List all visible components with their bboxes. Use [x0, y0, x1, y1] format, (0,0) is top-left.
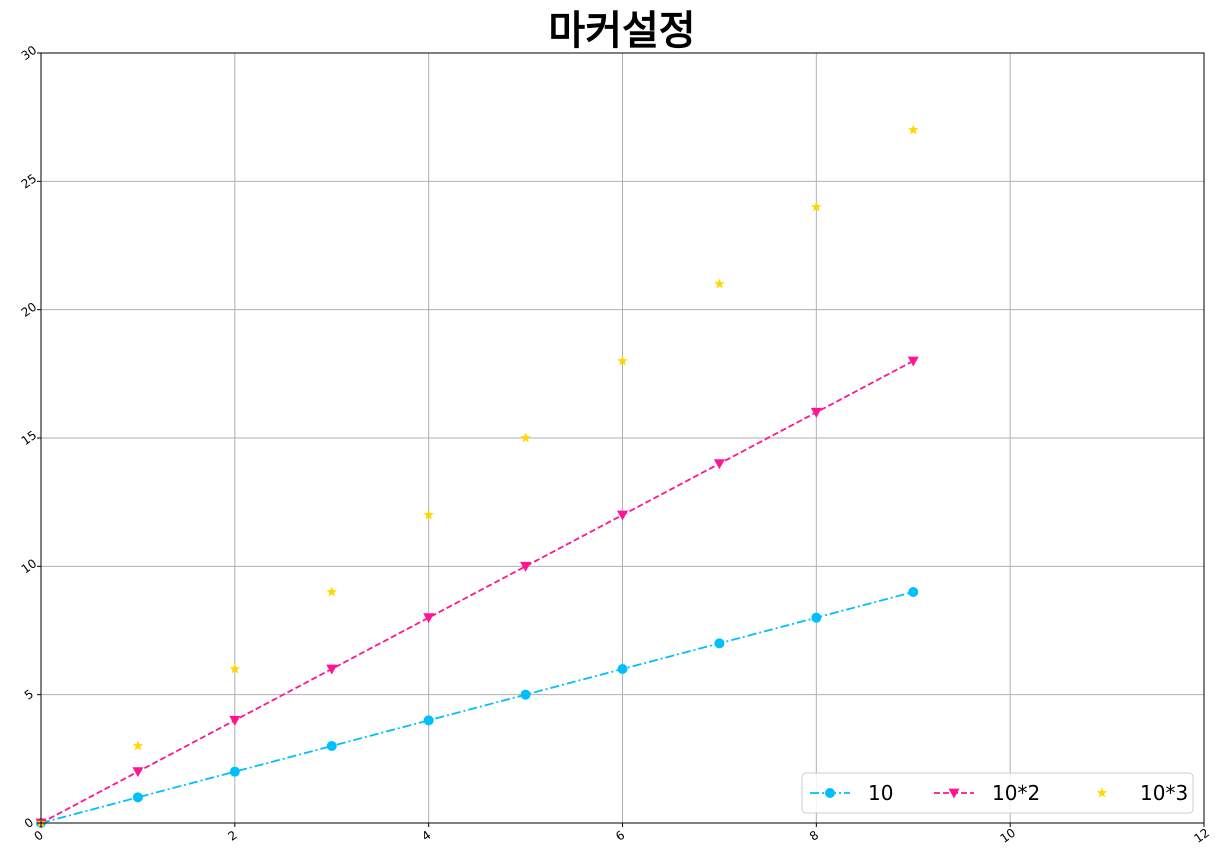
- data-point: [326, 741, 337, 751]
- legend-entry-3: 10*3: [1096, 781, 1188, 805]
- data-point: [714, 278, 725, 289]
- data-point: [326, 664, 338, 675]
- y-tick-label: 20: [19, 300, 40, 320]
- data-point: [811, 201, 822, 212]
- legend-entry-1: 10: [810, 781, 893, 805]
- series-2: [35, 356, 919, 829]
- legend: 10 10*2 10*3: [801, 772, 1194, 814]
- x-tick-label: 0: [32, 828, 46, 844]
- legend-entry-2: 10*2: [934, 781, 1040, 805]
- data-point: [520, 561, 532, 572]
- y-tick-label: 30: [19, 43, 40, 63]
- data-point: [714, 638, 725, 649]
- series-line: [40, 591, 914, 824]
- data-point: [520, 432, 531, 443]
- x-tick-label: 8: [807, 828, 821, 844]
- y-tick-label: 25: [19, 171, 40, 191]
- data-point: [907, 356, 919, 367]
- data-point: [520, 689, 531, 700]
- data-point: [617, 664, 628, 674]
- x-tick-label: 4: [419, 828, 433, 844]
- series-1: [36, 587, 919, 828]
- y-tick-label: 0: [22, 815, 36, 831]
- data-point: [423, 613, 435, 624]
- legend-label: 10: [868, 781, 893, 805]
- y-tick-label: 15: [19, 428, 40, 448]
- data-point: [811, 612, 822, 623]
- data-point: [810, 407, 822, 418]
- data-point: [617, 510, 628, 521]
- x-tick-label: 6: [613, 828, 627, 844]
- legend-box: [801, 772, 1194, 814]
- data-point: [326, 586, 337, 597]
- x-tick-label: 2: [225, 828, 239, 844]
- legend-marker: [825, 788, 835, 798]
- legend-label: 10*2: [992, 781, 1040, 805]
- legend-marker: [948, 788, 960, 799]
- data-point: [229, 715, 241, 726]
- legend-marker: [1096, 787, 1108, 798]
- data-point: [229, 766, 240, 777]
- data-point: [908, 124, 919, 135]
- data-point: [423, 715, 434, 726]
- data-point: [713, 459, 725, 470]
- data-point: [132, 792, 143, 803]
- data-point: [617, 355, 628, 366]
- series-line: [40, 360, 914, 824]
- data-point: [132, 740, 144, 751]
- x-tick-label: 10: [998, 826, 1019, 846]
- axis-ticks: 0 2 4 6 8 10 12 0 5 10 15 20 25 30: [19, 43, 1212, 846]
- plot-series: [35, 124, 919, 829]
- data-point: [908, 587, 919, 597]
- chart-title: 마커설정: [548, 8, 695, 54]
- y-tick-label: 10: [19, 556, 40, 576]
- x-tick-label: 12: [1191, 826, 1212, 846]
- grid: [40, 52, 1205, 824]
- data-point: [423, 509, 434, 520]
- data-point: [132, 767, 144, 778]
- legend-label: 10*3: [1140, 781, 1188, 805]
- y-tick-label: 5: [22, 687, 36, 703]
- data-point: [229, 663, 241, 674]
- series-3: [35, 124, 919, 828]
